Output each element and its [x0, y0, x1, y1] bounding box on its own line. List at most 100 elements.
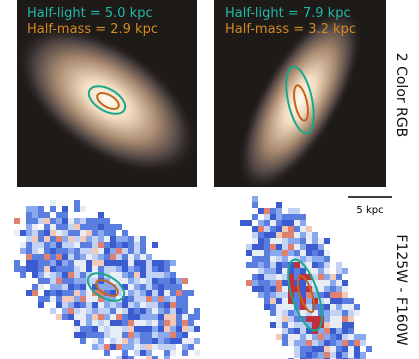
map-pixel [258, 280, 264, 286]
map-pixel [282, 256, 288, 262]
map-pixel [276, 214, 282, 220]
map-pixel [330, 352, 336, 358]
map-pixel [252, 250, 258, 256]
map-pixel [32, 206, 38, 212]
map-pixel [122, 302, 128, 308]
map-pixel [282, 340, 288, 346]
map-pixel [50, 266, 56, 272]
map-pixel [68, 266, 74, 272]
map-pixel [324, 256, 330, 262]
map-pixel [74, 206, 80, 212]
map-pixel [140, 272, 146, 278]
map-pixel [318, 256, 324, 262]
map-pixel [74, 200, 80, 206]
map-pixel [104, 260, 110, 266]
map-pixel [128, 332, 134, 338]
map-pixel [152, 338, 158, 344]
map-pixel [92, 242, 98, 248]
map-pixel [116, 272, 122, 278]
map-pixel [312, 316, 318, 322]
map-pixel [116, 290, 122, 296]
map-pixel [288, 232, 294, 238]
map-pixel [110, 296, 116, 302]
map-pixel [324, 322, 330, 328]
map-pixel [182, 338, 188, 344]
map-pixel [258, 244, 264, 250]
map-pixel [158, 296, 164, 302]
map-pixel [56, 218, 62, 224]
map-pixel [182, 344, 188, 350]
map-pixel [62, 236, 68, 242]
map-pixel [188, 344, 194, 350]
map-pixel [56, 236, 62, 242]
map-pixel [330, 316, 336, 322]
map-pixel [140, 332, 146, 338]
map-pixel [306, 232, 312, 238]
map-pixel [300, 268, 306, 274]
map-pixel [68, 236, 74, 242]
map-pixel [252, 262, 258, 268]
map-pixel [92, 236, 98, 242]
map-pixel [288, 274, 294, 280]
map-pixel [276, 256, 282, 262]
map-pixel [300, 346, 306, 352]
map-pixel [158, 326, 164, 332]
map-pixel [282, 226, 288, 232]
map-pixel [68, 224, 74, 230]
map-pixel [164, 260, 170, 266]
map-pixel [348, 322, 354, 328]
map-pixel [336, 322, 342, 328]
map-pixel [288, 316, 294, 322]
map-pixel [134, 338, 140, 344]
map-pixel [360, 334, 366, 340]
map-pixel [68, 260, 74, 266]
map-pixel [134, 272, 140, 278]
map-pixel [354, 310, 360, 316]
map-pixel [80, 230, 86, 236]
map-pixel [312, 262, 318, 268]
map-pixel [122, 356, 128, 359]
map-pixel [294, 238, 300, 244]
map-pixel [182, 302, 188, 308]
map-pixel [300, 310, 306, 316]
map-pixel [128, 320, 134, 326]
map-pixel [324, 292, 330, 298]
map-pixel [140, 344, 146, 350]
map-pixel [152, 278, 158, 284]
map-pixel [194, 338, 200, 344]
map-pixel [68, 296, 74, 302]
map-pixel [80, 260, 86, 266]
map-pixel [128, 344, 134, 350]
map-pixel [38, 218, 44, 224]
map-pixel [164, 296, 170, 302]
map-pixel [164, 332, 170, 338]
map-pixel [44, 218, 50, 224]
map-pixel [62, 302, 68, 308]
map-pixel [306, 322, 312, 328]
map-pixel [324, 238, 330, 244]
map-pixel [330, 334, 336, 340]
map-pixel [336, 328, 342, 334]
map-pixel [62, 248, 68, 254]
map-pixel [68, 302, 74, 308]
map-pixel [300, 304, 306, 310]
map-pixel [276, 310, 282, 316]
map-pixel [164, 302, 170, 308]
map-pixel [92, 254, 98, 260]
map-pixel [158, 344, 164, 350]
map-pixel [258, 220, 264, 226]
map-pixel [306, 304, 312, 310]
map-pixel [288, 310, 294, 316]
map-pixel [342, 346, 348, 352]
map-pixel [50, 236, 56, 242]
map-pixel [116, 248, 122, 254]
map-pixel [318, 340, 324, 346]
map-pixel [128, 296, 134, 302]
map-pixel [116, 344, 122, 350]
map-pixel [330, 286, 336, 292]
map-pixel [92, 260, 98, 266]
map-pixel [324, 298, 330, 304]
map-pixel [116, 314, 122, 320]
map-pixel [158, 290, 164, 296]
map-pixel [110, 320, 116, 326]
